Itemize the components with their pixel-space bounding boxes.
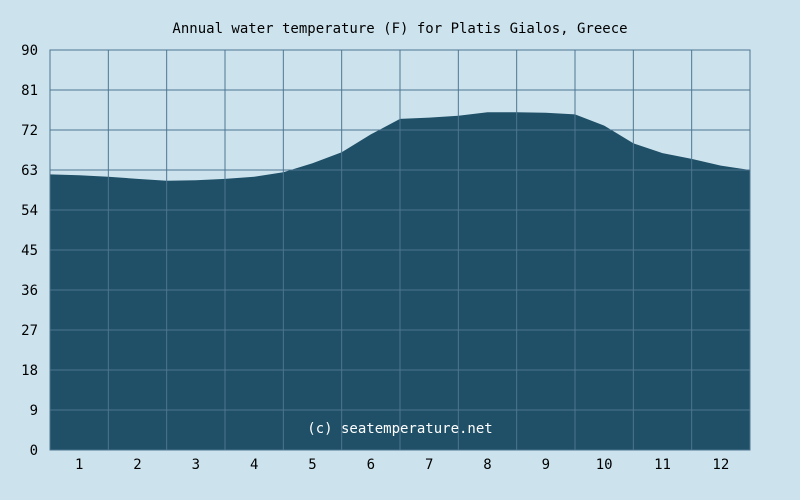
x-tick-label: 4 [250,457,258,473]
x-tick-label: 2 [133,457,141,473]
y-tick-label: 45 [21,243,38,259]
y-tick-label: 36 [21,283,38,299]
y-tick-label: 90 [21,43,38,59]
x-tick-label: 6 [367,457,375,473]
x-tick-label: 5 [308,457,316,473]
x-axis-ticks: 1 2 3 4 5 6 7 8 9 10 11 12 [75,457,729,473]
x-tick-label: 8 [483,457,491,473]
x-tick-label: 3 [192,457,200,473]
watermark: (c) seatemperature.net [307,421,492,437]
y-tick-label: 72 [21,123,38,139]
x-tick-label: 12 [712,457,729,473]
y-tick-label: 81 [21,83,38,99]
x-tick-label: 7 [425,457,433,473]
y-axis-ticks: 0 9 18 27 36 45 54 63 72 81 90 [21,43,38,459]
y-tick-label: 63 [21,163,38,179]
chart-title: Annual water temperature (F) for Platis … [172,21,627,37]
x-tick-label: 1 [75,457,83,473]
grid [49,49,751,451]
y-tick-label: 9 [30,403,38,419]
x-tick-label: 10 [596,457,613,473]
x-tick-label: 9 [542,457,550,473]
y-tick-label: 18 [21,363,38,379]
y-tick-label: 27 [21,323,38,339]
y-tick-label: 54 [21,203,38,219]
x-tick-label: 11 [654,457,671,473]
plot-border [49,49,751,451]
y-tick-label: 0 [30,443,38,459]
